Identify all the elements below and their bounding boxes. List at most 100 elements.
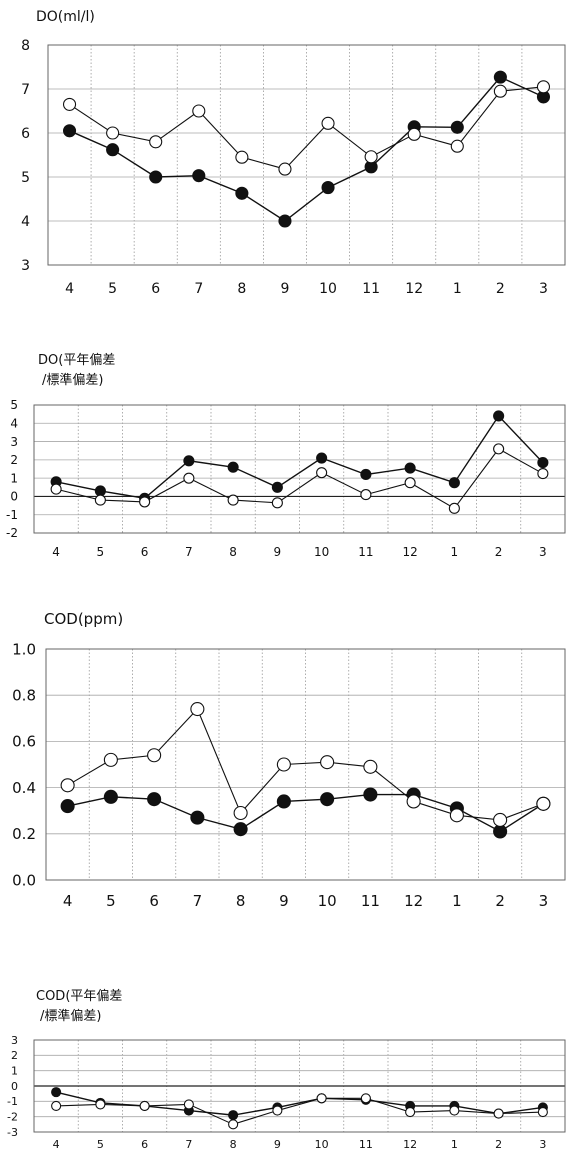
data-point-open [448, 502, 460, 514]
data-point-filled [320, 792, 335, 807]
data-point-filled [233, 822, 248, 837]
y-tick-label: 2 [11, 1049, 18, 1062]
y-tick-label: 0.4 [12, 779, 36, 797]
y-tick-label: 6 [21, 126, 30, 142]
x-tick-label: 11 [358, 545, 373, 559]
data-point-open [50, 483, 62, 495]
x-tick-label: 4 [65, 281, 74, 297]
data-point-filled [60, 799, 75, 814]
x-tick-label: 4 [52, 545, 60, 559]
x-tick-label: 9 [280, 281, 289, 297]
data-point-open [536, 80, 551, 94]
x-tick-label: 3 [539, 892, 549, 910]
data-point-open [450, 139, 464, 153]
data-point-filled [360, 468, 372, 481]
data-point-filled [227, 461, 239, 473]
y-tick-label: 3 [21, 258, 30, 274]
y-tick-label: 4 [21, 214, 30, 230]
y-tick-label: 5 [21, 170, 30, 186]
data-point-open [183, 1099, 194, 1110]
data-point-open [360, 1093, 371, 1104]
x-tick-label: 8 [236, 892, 246, 910]
chart-do: DO(ml/l) 3 4 5 6 7 8 4 5 6 7 8 9 10 11 12 1 2 3 [0, 0, 570, 300]
chart-title: COD(ppm) [44, 610, 124, 628]
data-point-open [364, 150, 378, 164]
y-tick-label: 0.2 [12, 825, 36, 843]
data-point-open [62, 97, 77, 111]
chart-do-anomaly: DO(平年偏差 /標準偏差) -2 -1 0 1 2 3 4 5 4 5 6 7 8 9 10 11 12 1 2 3 [0, 300, 570, 570]
chart-title: COD(平年偏差 [36, 989, 123, 1004]
x-tick-label: 11 [361, 892, 380, 910]
data-point-filled [183, 455, 195, 467]
data-point-open [271, 497, 283, 509]
data-point-open [449, 808, 464, 823]
x-tick-label: 3 [539, 1138, 546, 1151]
data-point-open [320, 755, 335, 770]
data-point-open [404, 477, 416, 489]
plot-border [33, 1039, 566, 1133]
data-point-open [360, 489, 372, 501]
data-point-open [233, 805, 248, 821]
series-line-filled [69, 76, 544, 222]
data-point-open [183, 472, 195, 484]
data-point-open [95, 1099, 106, 1110]
x-tick-label: 6 [141, 1138, 148, 1151]
data-point-open [321, 116, 335, 130]
data-point-open [139, 1100, 150, 1111]
data-point-filled [271, 481, 283, 493]
x-tick-label: 11 [359, 1138, 373, 1151]
x-tick-label: 9 [279, 892, 289, 910]
data-point-open [493, 443, 505, 455]
chart-title: DO(平年偏差 [38, 353, 116, 368]
data-point-open [60, 778, 75, 793]
data-point-filled [94, 485, 106, 497]
data-point-open [278, 162, 292, 176]
x-tick-label: 7 [194, 281, 203, 297]
y-tick-label: 0.6 [12, 733, 36, 751]
data-point-open [316, 467, 328, 479]
x-tick-label: 7 [193, 892, 203, 910]
series-line-filled [67, 793, 544, 833]
data-point-open [407, 127, 421, 141]
x-tick-label: 12 [402, 545, 417, 559]
y-tick-label: 0 [10, 490, 18, 504]
data-point-open [51, 1100, 62, 1111]
data-point-open [106, 126, 120, 140]
y-tick-label: 0 [11, 1080, 18, 1093]
data-point-filled [316, 452, 328, 464]
x-tick-label: 3 [539, 545, 547, 559]
x-tick-label: 1 [451, 1138, 458, 1151]
data-point-filled [51, 1087, 62, 1098]
data-point-open [228, 1119, 239, 1130]
data-point-filled [450, 120, 464, 134]
chart-title: DO(ml/l) [36, 9, 95, 25]
y-tick-label: -3 [7, 1126, 18, 1139]
data-point-open [493, 1108, 504, 1119]
data-point-open [139, 496, 151, 508]
y-tick-label: 3 [10, 435, 18, 449]
y-tick-label: 5 [10, 398, 18, 412]
data-point-filled [278, 214, 292, 228]
x-tick-label: 1 [453, 281, 462, 297]
y-tick-label: 0.8 [12, 686, 36, 704]
x-tick-label: 10 [314, 545, 329, 559]
data-point-open [227, 494, 239, 506]
data-point-filled [363, 787, 378, 802]
data-point-filled [147, 792, 162, 807]
x-tick-label: 1 [451, 545, 459, 559]
data-point-open [405, 1107, 416, 1118]
x-tick-label: 6 [141, 545, 149, 559]
data-point-filled [62, 124, 77, 138]
plot-border [33, 404, 566, 534]
data-point-open [192, 104, 206, 118]
x-tick-label: 10 [318, 892, 337, 910]
x-tick-label: 2 [495, 892, 505, 910]
data-point-filled [235, 186, 249, 200]
data-point-filled [537, 457, 549, 469]
chart-cod-anomaly: COD(平年偏差 /標準偏差) -3 -2 -1 0 1 2 3 4 5 6 7 8 9 10 11 12 1 2… [0, 930, 570, 1157]
y-tick-label: 0.0 [12, 871, 36, 889]
data-point-open [276, 757, 291, 772]
data-point-open [493, 84, 507, 98]
